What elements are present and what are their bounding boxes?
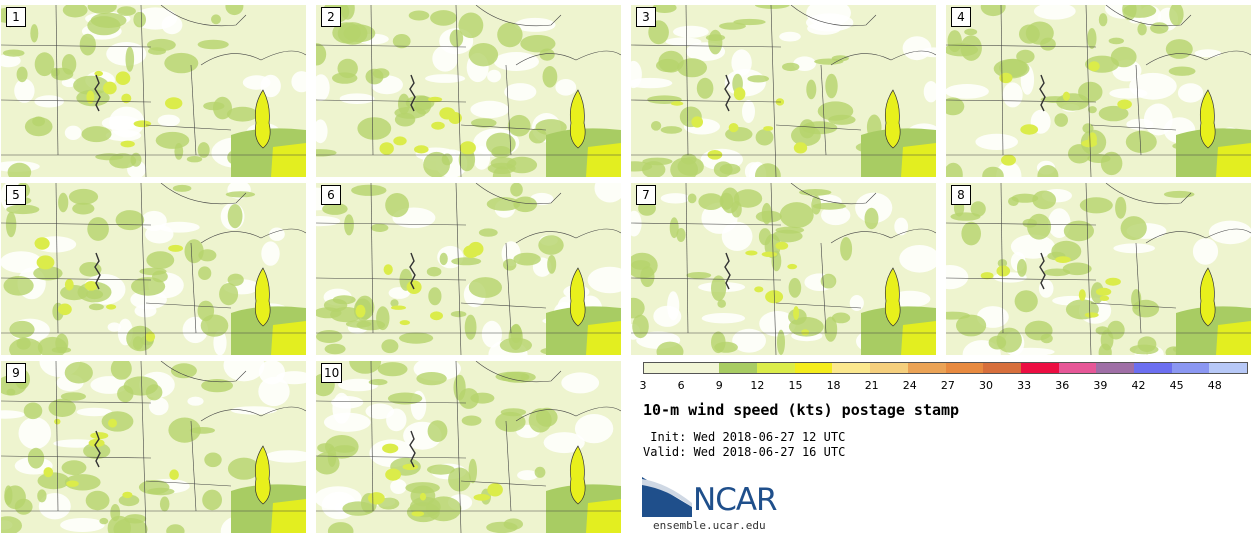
ncar-logo-icon <box>642 477 692 517</box>
ensemble-member-panel-2[interactable]: 2 <box>316 5 621 177</box>
colorbar-segment <box>719 363 758 373</box>
wind-field-map <box>316 183 621 355</box>
colorbar-segment <box>870 363 908 373</box>
ncar-logo-text: NCAR <box>693 482 778 518</box>
ensemble-member-panel-4[interactable]: 4 <box>946 5 1251 177</box>
panel-number: 8 <box>951 185 971 205</box>
wind-field-map <box>1 5 306 177</box>
ensemble-member-panel-7[interactable]: 7 <box>631 183 936 355</box>
panel-number: 9 <box>6 363 26 383</box>
colorbar-tick-label: 33 <box>1017 379 1032 392</box>
colorbar-segment <box>832 363 871 373</box>
panel-number: 10 <box>321 363 343 383</box>
wind-field-map <box>316 361 621 533</box>
wind-field-map <box>631 5 936 177</box>
panel-number: 1 <box>6 7 26 27</box>
panel-number: 3 <box>636 7 656 27</box>
colorbar-tick-label: 15 <box>788 379 803 392</box>
ensemble-member-panel-9[interactable]: 9 <box>1 361 306 533</box>
chart-title: 10-m wind speed (kts) postage stamp <box>643 401 960 419</box>
init-time: Init: Wed 2018-06-27 12 UTC <box>643 430 846 444</box>
ensemble-member-panel-5[interactable]: 5 <box>1 183 306 355</box>
colorbar-segment <box>907 363 946 373</box>
colorbar-segment <box>644 363 682 373</box>
wind-field-map <box>631 183 936 355</box>
wind-field-map <box>946 183 1251 355</box>
colorbar-tick-label: 36 <box>1055 379 1070 392</box>
wind-field-map <box>1 361 306 533</box>
wind-field-map <box>946 5 1251 177</box>
colorbar-segment <box>757 363 795 373</box>
panel-number: 7 <box>636 185 656 205</box>
valid-time: Valid: Wed 2018-06-27 16 UTC <box>643 445 846 459</box>
colorbar-tick-label: 6 <box>677 379 685 392</box>
panel-number: 5 <box>6 185 26 205</box>
colorbar-tick-label: 48 <box>1207 379 1222 392</box>
site-url: ensemble.ucar.edu <box>653 519 766 532</box>
colorbar-segment <box>1058 363 1097 373</box>
colorbar-tick-label: 24 <box>902 379 917 392</box>
colorbar-tick-label: 39 <box>1093 379 1108 392</box>
colorbar-tick-label: 9 <box>715 379 723 392</box>
colorbar-segment <box>983 363 1021 373</box>
colorbar-segment <box>1171 363 1210 373</box>
colorbar-tick-label: 21 <box>864 379 879 392</box>
wind-field-map <box>316 5 621 177</box>
colorbar-segment <box>1209 363 1247 373</box>
colorbar-tick-label: 27 <box>940 379 955 392</box>
colorbar-tick-label: 12 <box>750 379 765 392</box>
ensemble-member-panel-1[interactable]: 1 <box>1 5 306 177</box>
colorbar-tick-label: 30 <box>979 379 994 392</box>
ensemble-member-panel-3[interactable]: 3 <box>631 5 936 177</box>
colorbar-tick-label: 42 <box>1131 379 1146 392</box>
panel-number: 4 <box>951 7 971 27</box>
colorbar-segment <box>681 363 720 373</box>
colorbar-tick-label: 18 <box>826 379 841 392</box>
ensemble-member-panel-10[interactable]: 10 <box>316 361 621 533</box>
colorbar-tick-label: 45 <box>1169 379 1184 392</box>
ensemble-member-panel-6[interactable]: 6 <box>316 183 621 355</box>
colorbar-segment <box>1020 363 1059 373</box>
colorbar-tick-label: 3 <box>639 379 647 392</box>
wind-speed-colorbar <box>643 362 1248 374</box>
colorbar-segment <box>794 363 833 373</box>
panel-number: 2 <box>321 7 341 27</box>
colorbar-segment <box>945 363 984 373</box>
colorbar-segment <box>1096 363 1134 373</box>
colorbar-segment <box>1133 363 1172 373</box>
panel-number: 6 <box>321 185 341 205</box>
colorbar-tick-labels: 3 6 9 12 15 18 21 24 27 30 33 36 39 42 45 48 <box>639 379 1248 393</box>
wind-field-map <box>1 183 306 355</box>
ensemble-member-panel-8[interactable]: 8 <box>946 183 1251 355</box>
